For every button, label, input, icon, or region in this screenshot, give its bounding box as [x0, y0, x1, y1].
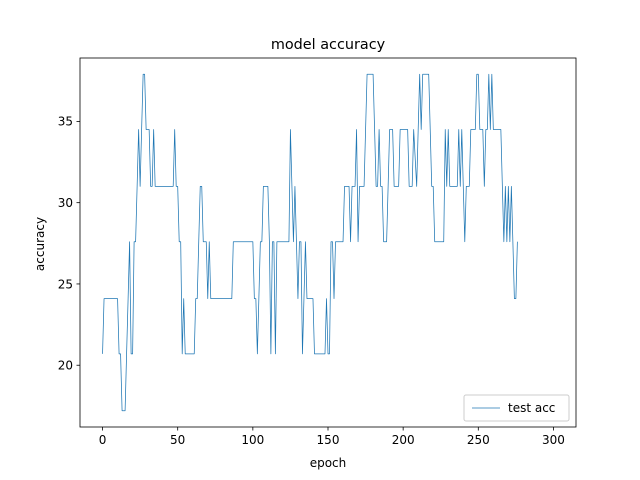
x-tick-label: 250	[467, 433, 490, 447]
chart-title: model accuracy	[271, 37, 386, 53]
y-axis-label: accuracy	[33, 217, 47, 271]
y-tick-label: 30	[58, 196, 73, 210]
x-tick-label: 100	[241, 433, 264, 447]
x-tick-label: 0	[99, 433, 107, 447]
x-tick-label: 300	[542, 433, 565, 447]
x-tick-label: 50	[170, 433, 185, 447]
y-axis-ticks: 20 25 30 35	[58, 115, 80, 373]
legend: test acc	[463, 394, 570, 422]
y-tick-label: 20	[58, 359, 73, 373]
y-tick-label: 25	[58, 277, 73, 291]
legend-box	[463, 394, 570, 422]
x-axis-ticks: 0 50 100 150 200 250 300	[99, 427, 565, 447]
x-tick-label: 150	[317, 433, 340, 447]
x-axis-label: epoch	[310, 456, 347, 470]
legend-label: test acc	[508, 401, 555, 415]
y-tick-label: 35	[58, 115, 73, 129]
series-line-test-acc	[102, 73, 518, 412]
x-tick-label: 200	[392, 433, 415, 447]
